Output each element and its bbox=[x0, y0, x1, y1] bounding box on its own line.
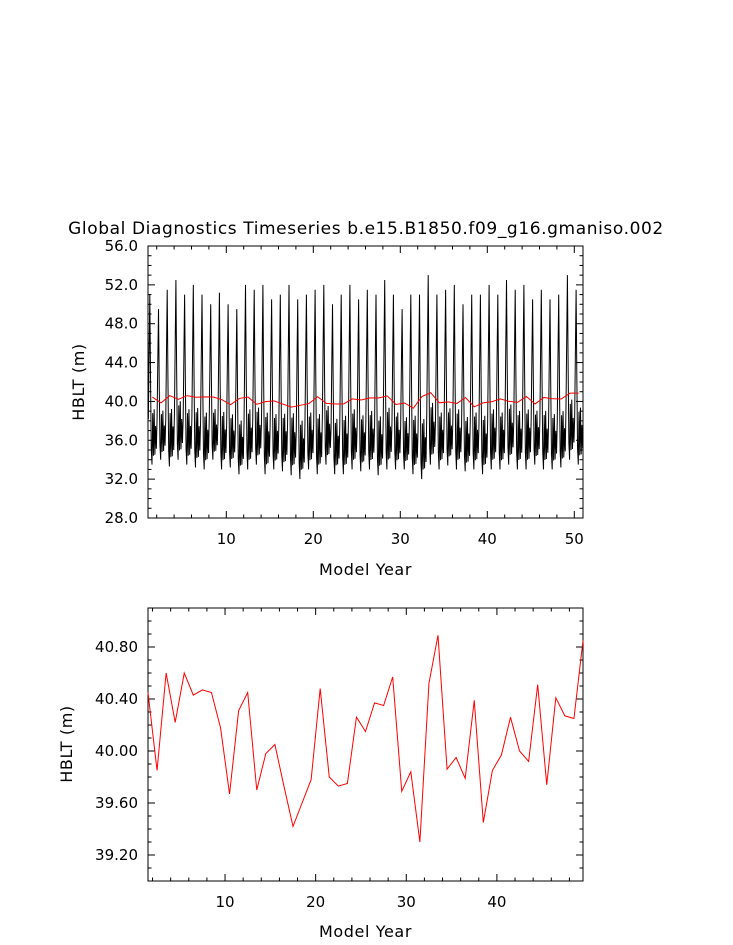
y-tick-label: 56.0 bbox=[105, 237, 138, 255]
x-axis-label: Model Year bbox=[319, 922, 412, 941]
tick-marks bbox=[148, 245, 583, 519]
y-tick-label: 32.0 bbox=[105, 470, 138, 488]
y-tick-label: 44.0 bbox=[105, 354, 138, 372]
y-tick-label: 28.0 bbox=[105, 509, 138, 527]
y-tick-labels: 39.20 39.60 40.00 40.40 40.80 bbox=[95, 638, 138, 864]
y-tick-labels: 28.0 32.0 36.0 40.0 44.0 48.0 52.0 56.0 bbox=[105, 237, 138, 527]
y-tick-label: 40.00 bbox=[95, 742, 138, 760]
y-tick-label: 40.0 bbox=[105, 392, 138, 410]
x-tick-label: 30 bbox=[391, 530, 410, 548]
x-tick-label: 40 bbox=[478, 530, 497, 548]
x-tick-label: 10 bbox=[217, 530, 236, 548]
y-tick-label: 36.0 bbox=[105, 431, 138, 449]
figure-title: Global Diagnostics Timeseries b.e15.B185… bbox=[68, 219, 664, 239]
series-group bbox=[147, 275, 584, 480]
y-tick-label: 39.20 bbox=[95, 846, 138, 864]
x-axis-label: Model Year bbox=[319, 560, 412, 579]
y-tick-label: 40.40 bbox=[95, 690, 138, 708]
y-axis-label: HBLT (m) bbox=[69, 343, 88, 420]
y-tick-label: 52.0 bbox=[105, 276, 138, 294]
x-tick-label: 50 bbox=[565, 530, 584, 548]
timeseries-panel: 10 20 30 40 50 28.0 32.0 36.0 40.0 44.0 48.0 52.0 5… bbox=[69, 237, 584, 579]
tick-marks bbox=[148, 607, 583, 882]
monthly-series-line bbox=[147, 275, 584, 480]
annual-mean-panel: 10 20 30 40 39.20 39.60 40.00 40.40 40.80 Model… bbox=[57, 607, 584, 941]
x-tick-label: 30 bbox=[397, 893, 416, 911]
x-tick-labels: 10 20 30 40 50 bbox=[217, 530, 584, 548]
annual-mean-line bbox=[147, 635, 584, 843]
y-axis-label: HBLT (m) bbox=[57, 705, 76, 782]
y-tick-label: 48.0 bbox=[105, 315, 138, 333]
x-tick-label: 20 bbox=[306, 893, 325, 911]
plot-frame bbox=[147, 245, 584, 519]
y-tick-label: 40.80 bbox=[95, 638, 138, 656]
y-tick-label: 39.60 bbox=[95, 794, 138, 812]
x-tick-label: 40 bbox=[487, 893, 506, 911]
annual-mean-line bbox=[152, 392, 579, 409]
plot-frame bbox=[147, 607, 584, 882]
x-tick-label: 10 bbox=[215, 893, 234, 911]
x-tick-label: 20 bbox=[304, 530, 323, 548]
series-group bbox=[147, 635, 584, 843]
x-tick-labels: 10 20 30 40 bbox=[215, 893, 506, 911]
